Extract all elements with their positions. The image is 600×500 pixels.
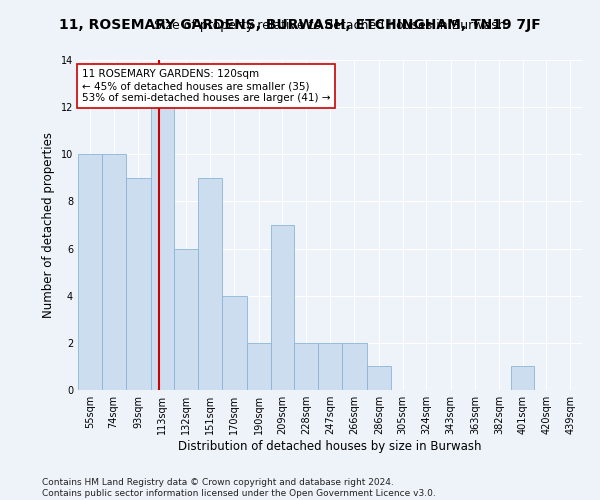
Text: Contains HM Land Registry data © Crown copyright and database right 2024.
Contai: Contains HM Land Registry data © Crown c… xyxy=(42,478,436,498)
Bar xyxy=(271,225,295,390)
Bar xyxy=(342,343,367,390)
Bar xyxy=(247,343,271,390)
Bar xyxy=(511,366,535,390)
Y-axis label: Number of detached properties: Number of detached properties xyxy=(42,132,55,318)
Text: 11 ROSEMARY GARDENS: 120sqm
← 45% of detached houses are smaller (35)
53% of sem: 11 ROSEMARY GARDENS: 120sqm ← 45% of det… xyxy=(82,70,330,102)
Bar xyxy=(78,154,102,390)
X-axis label: Distribution of detached houses by size in Burwash: Distribution of detached houses by size … xyxy=(178,440,482,453)
Bar xyxy=(318,343,342,390)
Bar xyxy=(174,248,198,390)
Bar xyxy=(125,178,151,390)
Bar xyxy=(102,154,125,390)
Bar xyxy=(151,107,174,390)
Bar xyxy=(198,178,222,390)
Text: 11, ROSEMARY GARDENS, BURWASH, ETCHINGHAM, TN19 7JF: 11, ROSEMARY GARDENS, BURWASH, ETCHINGHA… xyxy=(59,18,541,32)
Title: Size of property relative to detached houses in Burwash: Size of property relative to detached ho… xyxy=(154,20,506,32)
Bar xyxy=(222,296,247,390)
Bar xyxy=(367,366,391,390)
Bar xyxy=(295,343,318,390)
